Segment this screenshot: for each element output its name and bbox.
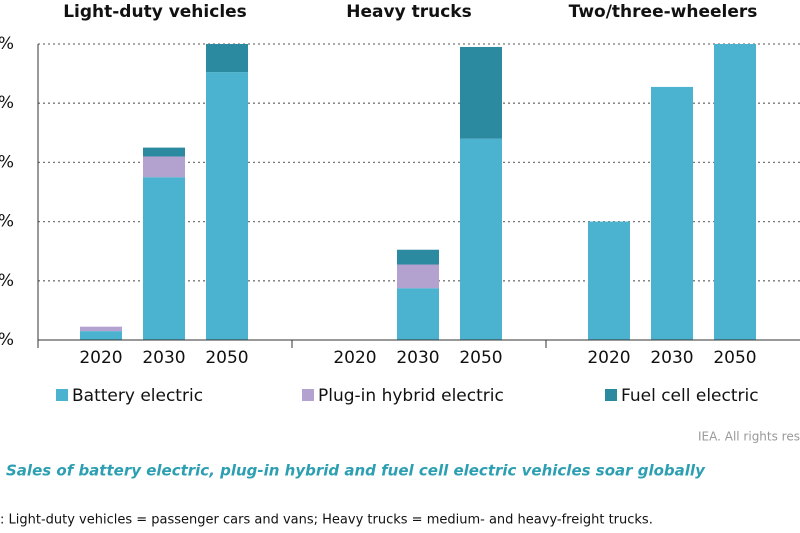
y-tick-label: 100% [0,34,14,54]
y-tick-label: 20% [0,271,14,291]
panel-title: Heavy trucks [346,2,471,22]
y-tick-label: 0% [0,330,14,350]
legend-swatch [56,389,68,401]
x-tick-label: 2020 [587,348,630,368]
x-tick-label: 2050 [205,348,248,368]
bar-segment [588,221,630,340]
bar-segment [460,138,502,340]
legend-label: Fuel cell electric [621,386,759,406]
x-tick-label: 2020 [79,348,122,368]
legend-swatch [605,389,617,401]
caption: Sales of battery electric, plug-in hybri… [6,462,706,480]
bar-segment [397,288,439,340]
x-tick-label: 2030 [650,348,693,368]
bar-segment [651,86,693,340]
bar-segment [143,156,185,178]
bar-segment [80,331,122,340]
bar-segment [397,249,439,265]
x-tick-label: 2050 [459,348,502,368]
legend-label: Plug-in hybrid electric [318,386,504,406]
bar-segment [460,46,502,139]
source: IEA. All rights res [698,430,800,444]
bar-segment [143,147,185,157]
panel-title: Two/three-wheelers [569,2,758,22]
bar-segment [714,44,756,340]
bar-segment [397,264,439,289]
x-tick-label: 2050 [713,348,756,368]
x-tick-label: 2020 [333,348,376,368]
bar-segment [80,326,122,332]
y-tick-label: 80% [0,93,14,113]
bar-segment [143,177,185,340]
x-tick-label: 2030 [396,348,439,368]
bar-segment [206,72,248,341]
legend-label: Battery electric [72,386,203,406]
bar-segment [206,44,248,73]
legend-swatch [302,389,314,401]
note: : Light-duty vehicles = passenger cars a… [0,513,653,528]
y-tick-label: 60% [0,152,14,172]
panel-title: Light-duty vehicles [63,2,247,22]
y-tick-label: 40% [0,212,14,232]
x-tick-label: 2030 [142,348,185,368]
